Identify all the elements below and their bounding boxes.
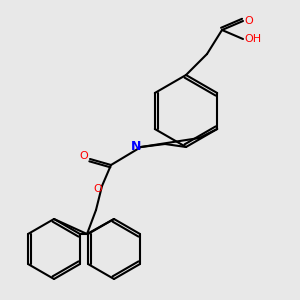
Text: O: O (93, 184, 102, 194)
Text: OH: OH (244, 34, 262, 44)
Text: O: O (244, 16, 253, 26)
Text: O: O (80, 151, 88, 161)
Text: N: N (131, 140, 142, 154)
